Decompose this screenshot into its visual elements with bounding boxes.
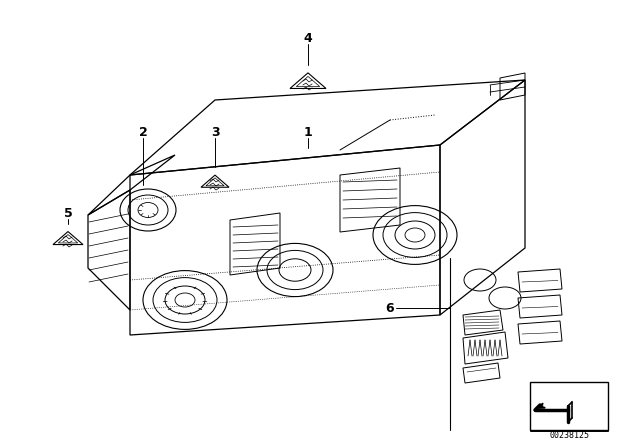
Text: 3: 3	[211, 125, 220, 138]
Text: 2: 2	[139, 125, 147, 138]
Bar	[530, 382, 608, 430]
Text: 5: 5	[63, 207, 72, 220]
Text: 00238125: 00238125	[549, 431, 589, 439]
Text: 1: 1	[303, 125, 312, 138]
Text: 6: 6	[386, 302, 394, 314]
Text: 4: 4	[303, 31, 312, 44]
